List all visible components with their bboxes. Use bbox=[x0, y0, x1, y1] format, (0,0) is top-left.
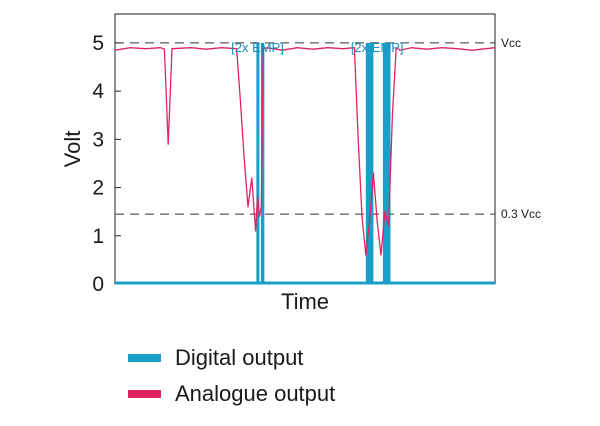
legend-item-analogue: Analogue output bbox=[128, 376, 335, 412]
digital-pulse-0 bbox=[256, 42, 260, 284]
digital-pulse-2 bbox=[365, 42, 374, 284]
digital-pulse-3 bbox=[382, 42, 391, 284]
annotation-emp-1: [2x EMP] bbox=[351, 40, 404, 55]
reference-line-label-1: 0.3 Vcc bbox=[501, 207, 541, 221]
legend-item-digital: Digital output bbox=[128, 340, 335, 376]
reference-line-label-0: Vcc bbox=[501, 36, 521, 50]
digital-pulse-1 bbox=[260, 42, 265, 284]
analogue-line bbox=[114, 47, 496, 256]
y-tick-label: 2 bbox=[92, 177, 104, 200]
legend-label-analogue: Analogue output bbox=[175, 381, 336, 406]
y-axis-label: Volt bbox=[60, 131, 85, 168]
y-tick-label: 5 bbox=[92, 32, 104, 55]
legend: Digital output Analogue output bbox=[128, 340, 335, 412]
annotation-emp-0: [2x EMP] bbox=[231, 40, 284, 55]
y-tick-label: 1 bbox=[92, 225, 104, 248]
y-tick-label: 3 bbox=[92, 128, 104, 151]
y-tick-label: 0 bbox=[92, 273, 104, 296]
x-axis-label: Time bbox=[281, 289, 329, 314]
y-tick-label: 4 bbox=[92, 80, 104, 103]
legend-swatch-analogue bbox=[128, 390, 161, 398]
chart: 0 1 2 3 4 5 Time Volt Vcc 0.3 Vcc [2x EMP] [2x EMP] bbox=[60, 13, 541, 314]
legend-swatch-digital bbox=[128, 354, 161, 362]
legend-label-digital: Digital output bbox=[175, 345, 304, 370]
